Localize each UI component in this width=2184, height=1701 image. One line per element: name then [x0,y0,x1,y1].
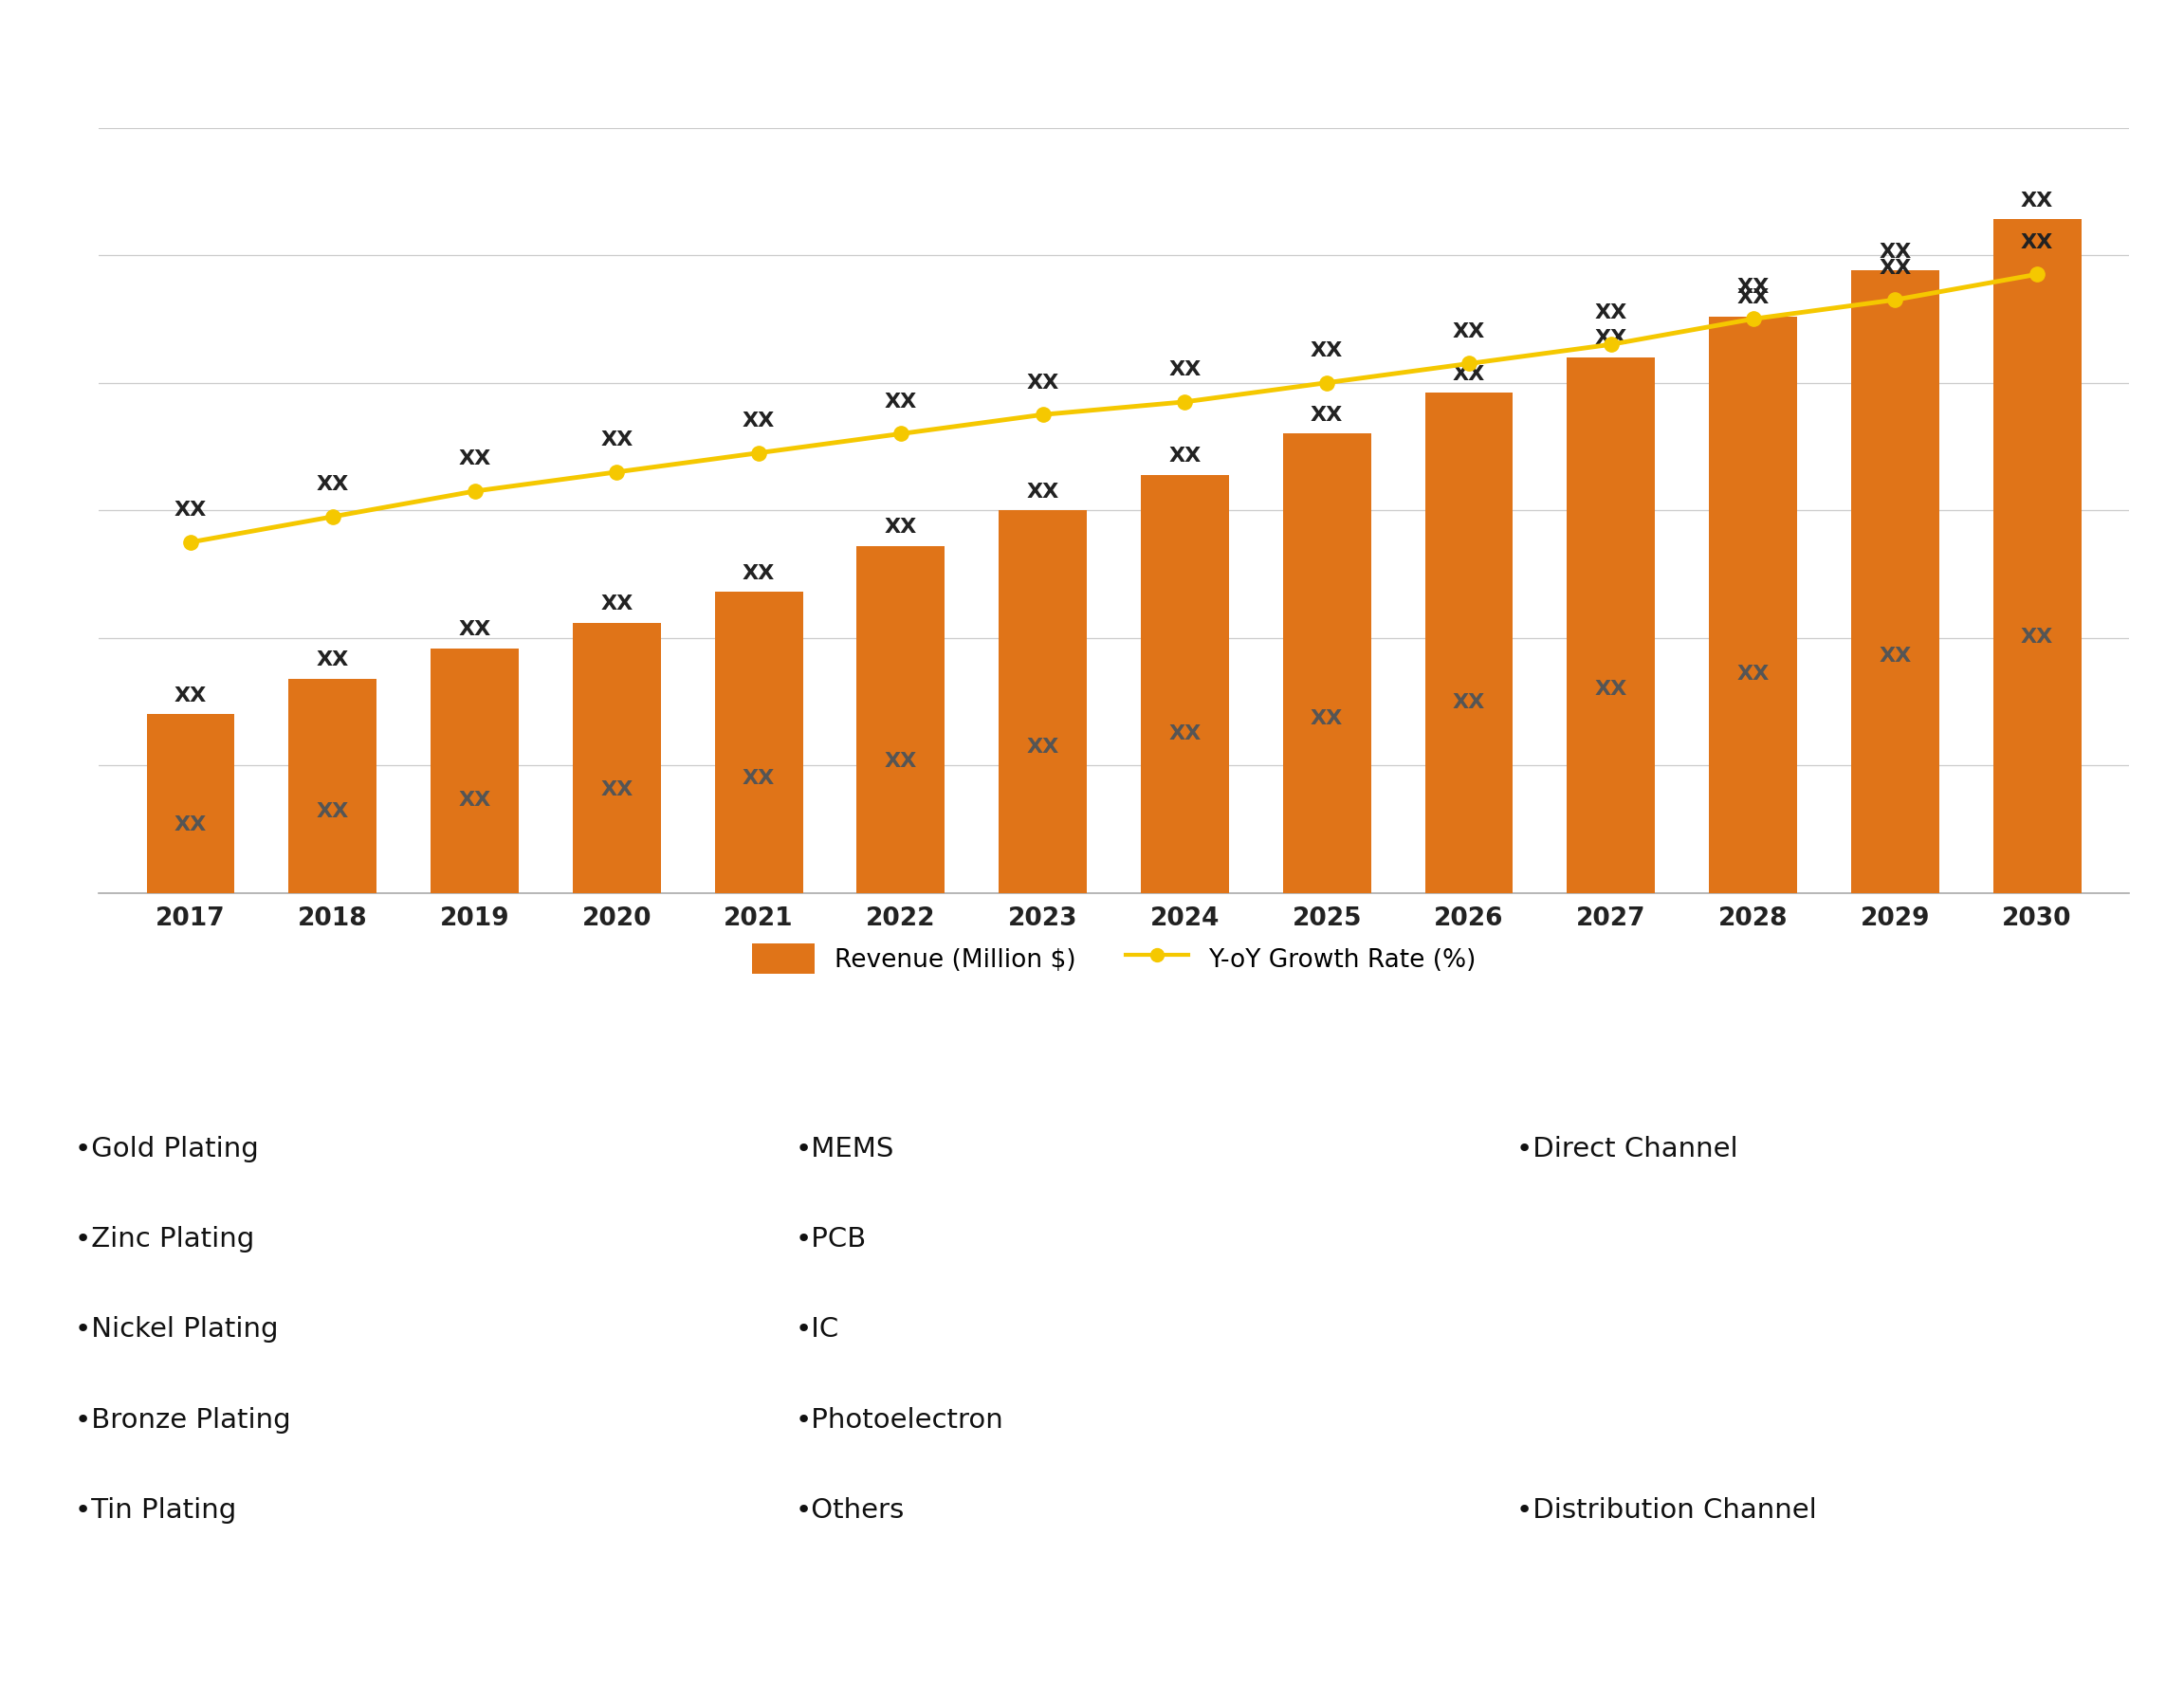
Bar [1282,434,1372,893]
Bar [714,592,804,893]
Text: XX: XX [1736,665,1769,684]
Text: Sales Channels: Sales Channels [1684,1021,1942,1051]
Text: XX: XX [459,791,491,810]
Text: XX: XX [1594,680,1627,699]
Text: •Bronze Plating: •Bronze Plating [74,1407,290,1434]
Text: XX: XX [317,475,349,495]
Text: XX: XX [743,769,775,788]
Text: •MEMS: •MEMS [795,1136,893,1162]
Text: XX: XX [1310,342,1343,361]
Text: XX: XX [1452,321,1485,342]
Text: •Direct Channel: •Direct Channel [1516,1136,1738,1162]
Bar [1424,393,1514,893]
Text: •Tin Plating: •Tin Plating [74,1497,236,1524]
Text: XX: XX [1736,287,1769,308]
Text: •Gold Plating: •Gold Plating [74,1136,258,1162]
Bar [998,510,1088,893]
Text: XX: XX [317,803,349,822]
Text: Fig. Global Electroplating for Semiconductors Market Status and Outlook: Fig. Global Electroplating for Semicondu… [28,41,1494,75]
Text: XX: XX [1168,446,1201,466]
Text: XX: XX [2020,628,2053,646]
Text: Website: www.theindustrystats.com: Website: www.theindustrystats.com [1605,1621,2145,1648]
Bar [146,714,234,893]
Text: XX: XX [1878,242,1911,262]
Text: XX: XX [1310,405,1343,425]
Bar [856,546,946,893]
Text: XX: XX [175,500,207,521]
Bar [1708,316,1797,893]
Text: •IC: •IC [795,1317,839,1344]
Text: Source: Theindustrystats Analysis: Source: Theindustrystats Analysis [39,1621,546,1648]
Text: XX: XX [175,686,207,706]
Text: XX: XX [1168,361,1201,379]
Text: •Zinc Plating: •Zinc Plating [74,1226,253,1252]
Text: Application: Application [996,1021,1188,1051]
Text: XX: XX [885,752,917,771]
Bar [572,623,662,893]
Text: XX: XX [743,412,775,430]
Text: XX: XX [1026,373,1059,393]
Text: XX: XX [1310,709,1343,728]
Text: XX: XX [601,594,633,614]
Text: XX: XX [1026,481,1059,502]
Bar [430,648,520,893]
Text: XX: XX [2020,233,2053,252]
Text: •Nickel Plating: •Nickel Plating [74,1317,277,1344]
Text: XX: XX [1878,646,1911,665]
Text: XX: XX [885,517,917,538]
Text: XX: XX [459,619,491,640]
Text: XX: XX [601,781,633,799]
Bar [1852,270,1939,893]
Text: •Others: •Others [795,1497,904,1524]
Text: XX: XX [743,563,775,583]
Text: XX: XX [1594,303,1627,321]
Text: Product Types: Product Types [251,1021,491,1051]
Text: XX: XX [175,816,207,835]
Text: XX: XX [2020,191,2053,211]
Text: XX: XX [1026,738,1059,757]
Bar [288,679,376,893]
Text: XX: XX [885,393,917,412]
Text: XX: XX [459,449,491,469]
Text: XX: XX [601,430,633,449]
Text: •PCB: •PCB [795,1226,867,1252]
Text: Email: sales@theindustrystats.com: Email: sales@theindustrystats.com [830,1621,1354,1648]
Text: XX: XX [1168,725,1201,743]
Bar [1994,219,2081,893]
Text: •Distribution Channel: •Distribution Channel [1516,1497,1817,1524]
Text: XX: XX [1452,694,1485,713]
Text: XX: XX [317,650,349,670]
Text: XX: XX [1878,259,1911,277]
Text: XX: XX [1594,328,1627,349]
Text: XX: XX [1736,277,1769,296]
Bar [1566,357,1655,893]
Text: •Photoelectron: •Photoelectron [795,1407,1005,1434]
Bar [1140,475,1230,893]
Text: XX: XX [1452,364,1485,384]
Legend: Revenue (Million $), Y-oY Growth Rate (%): Revenue (Million $), Y-oY Growth Rate (%… [743,934,1485,983]
